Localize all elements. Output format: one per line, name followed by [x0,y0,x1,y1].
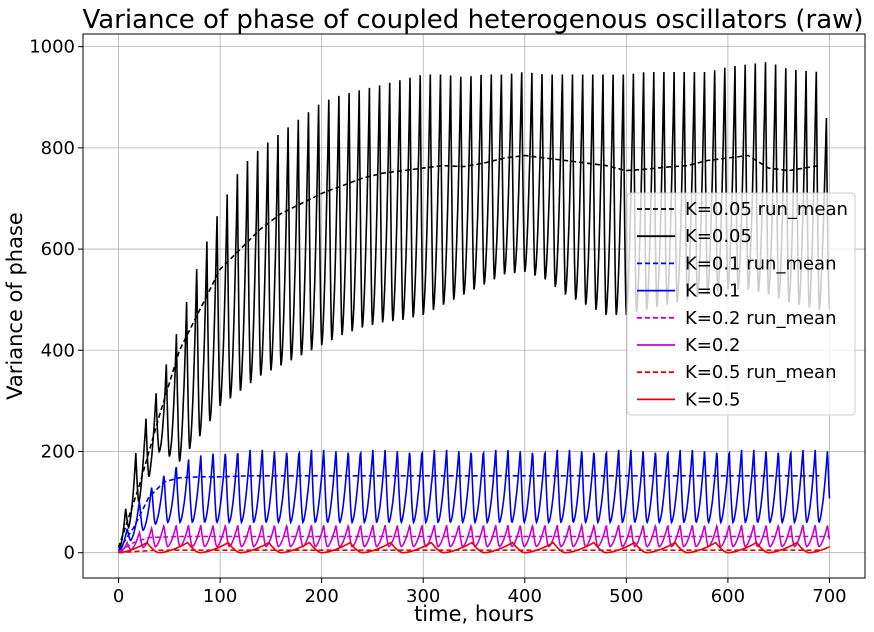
legend-label: K=0.5 run_mean [685,362,837,383]
series-line-k-0-05-run-mean [117,154,820,548]
x-tick-label: 500 [609,586,643,607]
y-tick-label: 600 [41,239,75,260]
legend-label: K=0.2 [685,335,741,356]
plot-series [117,62,831,554]
legend-label: K=0.05 run_mean [685,199,848,220]
legend-label: K=0.1 [685,281,741,302]
chart-title: Variance of phase of coupled heterogenou… [82,5,863,35]
series-line-k-0-1 [117,449,831,554]
x-tick-label: 400 [508,586,542,607]
series-line-k-0-2 [118,522,831,554]
y-tick-label: 1000 [29,37,75,58]
x-axis-label: time, hours [414,602,534,626]
series-line-k-0-5 [118,541,830,554]
y-tick-label: 0 [64,543,75,564]
y-tick-label: 200 [41,441,75,462]
y-tick-label: 400 [41,340,75,361]
x-tick-label: 300 [406,586,440,607]
y-tick-label: 800 [41,138,75,159]
legend-label: K=0.05 [685,226,752,247]
plot-frame [82,33,866,579]
legend-label: K=0.2 run_mean [685,308,837,329]
legend-box [626,192,856,416]
legend: K=0.05 run_mean K=0.05 K=0.1 run_mean K=0.1… [626,192,856,416]
x-tick-label: 200 [304,586,338,607]
x-axis: 0 100 200 300 400 500 600 700 [113,578,847,607]
legend-label: K=0.1 run_mean [685,253,837,274]
x-tick-label: 600 [711,586,745,607]
x-tick-label: 700 [812,586,846,607]
y-axis: 0 200 400 600 800 1000 [29,37,83,564]
x-tick-label: 0 [113,586,124,607]
legend-label: K=0.5 [685,389,741,410]
series-line-k-0-5-run-mean [118,549,820,554]
y-axis-label: Variance of phase [3,212,27,400]
x-tick-label: 100 [203,586,237,607]
